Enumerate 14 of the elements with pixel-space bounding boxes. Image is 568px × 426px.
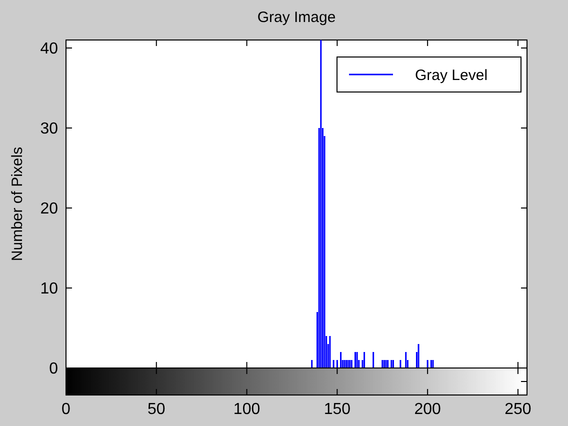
x-tick-label: 250 [504,401,532,418]
y-tick-label: 20 [40,200,58,218]
y-tick-label: 40 [40,40,58,58]
y-tick-label: 30 [40,120,58,138]
y-axis-title: Number of Pixels [9,146,26,262]
legend-label: Gray Level [415,66,488,84]
x-tick-label: 100 [233,401,260,418]
x-tick-label: 50 [147,401,166,418]
y-tick-label: 10 [40,280,58,298]
y-tick-label: 0 [49,360,58,378]
x-tick-label: 200 [414,401,442,418]
x-tick-label: 150 [324,401,351,418]
x-tick-label: 0 [62,401,71,418]
chart-title: Gray Image [257,9,336,26]
